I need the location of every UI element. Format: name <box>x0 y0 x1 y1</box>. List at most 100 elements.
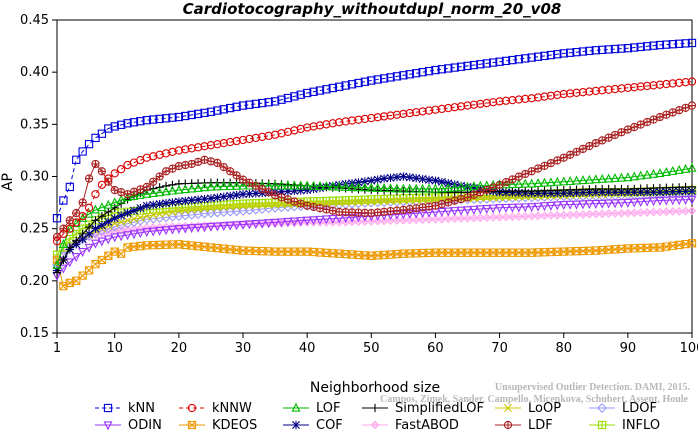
data-point <box>72 236 81 245</box>
data-point <box>360 114 370 124</box>
data-point <box>84 231 94 241</box>
x-tick-label: 100 <box>680 341 698 356</box>
data-point <box>264 131 273 140</box>
data-point <box>572 47 581 57</box>
data-point <box>636 82 645 91</box>
data-point <box>431 176 440 185</box>
data-point <box>450 214 460 224</box>
data-point <box>341 117 350 126</box>
data-point <box>309 87 318 96</box>
data-point <box>78 198 87 207</box>
data-point <box>675 78 684 87</box>
data-point <box>501 56 511 66</box>
data-point <box>642 197 652 207</box>
data-point <box>296 186 305 195</box>
data-point <box>399 172 408 181</box>
data-point <box>238 180 248 190</box>
data-point <box>469 60 479 70</box>
data-point <box>539 202 549 212</box>
legend-item-knn: kNN <box>95 401 155 416</box>
data-point <box>200 108 209 118</box>
legend-marker-ldf <box>503 420 513 430</box>
data-point <box>104 174 113 183</box>
data-point <box>251 181 260 191</box>
data-point <box>572 88 581 97</box>
data-point <box>213 158 222 168</box>
data-point <box>91 190 100 199</box>
data-point <box>187 224 197 234</box>
data-point <box>642 208 652 217</box>
data-point <box>623 208 633 218</box>
data-point <box>232 171 241 180</box>
credit-line: Unsupervised Outlier Detection. DAMI, 20… <box>495 382 691 393</box>
data-point <box>687 162 697 172</box>
data-point <box>412 174 421 183</box>
data-point <box>348 198 357 207</box>
data-point <box>616 172 626 182</box>
data-point <box>206 107 216 116</box>
data-point <box>219 181 229 191</box>
data-point <box>244 180 254 190</box>
y-tick-label: 0.45 <box>20 13 49 28</box>
data-point <box>610 84 620 94</box>
data-point <box>174 184 184 194</box>
data-point <box>649 41 658 50</box>
data-point <box>559 176 569 186</box>
data-point <box>623 172 633 182</box>
data-point <box>386 73 395 82</box>
data-point <box>623 44 633 53</box>
data-point <box>155 172 164 181</box>
data-point <box>219 192 228 201</box>
data-point <box>482 204 492 214</box>
data-point <box>552 176 562 186</box>
data-point <box>341 198 350 207</box>
data-point <box>155 226 165 236</box>
data-point <box>591 174 601 184</box>
data-point <box>65 234 74 244</box>
data-point <box>251 99 260 109</box>
data-point <box>347 182 357 192</box>
data-point <box>662 187 671 197</box>
data-point <box>687 101 697 110</box>
data-point <box>604 209 613 219</box>
data-point <box>597 173 607 183</box>
data-point <box>58 264 68 274</box>
data-point <box>181 145 190 154</box>
data-point <box>72 155 81 164</box>
data-point <box>392 110 402 119</box>
data-point <box>495 204 505 214</box>
data-point <box>450 63 459 72</box>
data-point <box>84 140 94 149</box>
data-point <box>629 198 639 208</box>
data-point <box>585 87 594 96</box>
data-point <box>437 183 447 193</box>
data-point <box>591 86 600 96</box>
data-point <box>418 107 427 116</box>
data-point <box>687 206 697 216</box>
data-point <box>193 109 203 119</box>
legend-marker-knnw <box>187 403 197 413</box>
data-point <box>418 68 427 77</box>
series-line-knn <box>56 42 693 219</box>
data-point <box>315 180 325 190</box>
legend-item-cof: COF <box>283 418 343 433</box>
data-point <box>578 175 588 185</box>
data-point <box>520 211 530 221</box>
data-point <box>149 200 158 209</box>
data-point <box>367 197 376 206</box>
data-point <box>405 108 414 118</box>
data-point <box>110 214 119 223</box>
data-point <box>142 188 152 198</box>
data-point <box>303 123 312 132</box>
data-point <box>475 205 485 215</box>
data-point <box>655 188 665 197</box>
data-point <box>578 47 588 56</box>
data-point <box>347 116 357 125</box>
data-point <box>193 223 203 233</box>
data-point <box>616 199 626 209</box>
data-point <box>379 216 389 226</box>
data-point <box>187 183 197 193</box>
chart-title: Cardiotocography_withoutdupl_norm_20_v08 <box>183 0 562 18</box>
data-point <box>379 74 389 83</box>
data-point <box>360 177 369 186</box>
